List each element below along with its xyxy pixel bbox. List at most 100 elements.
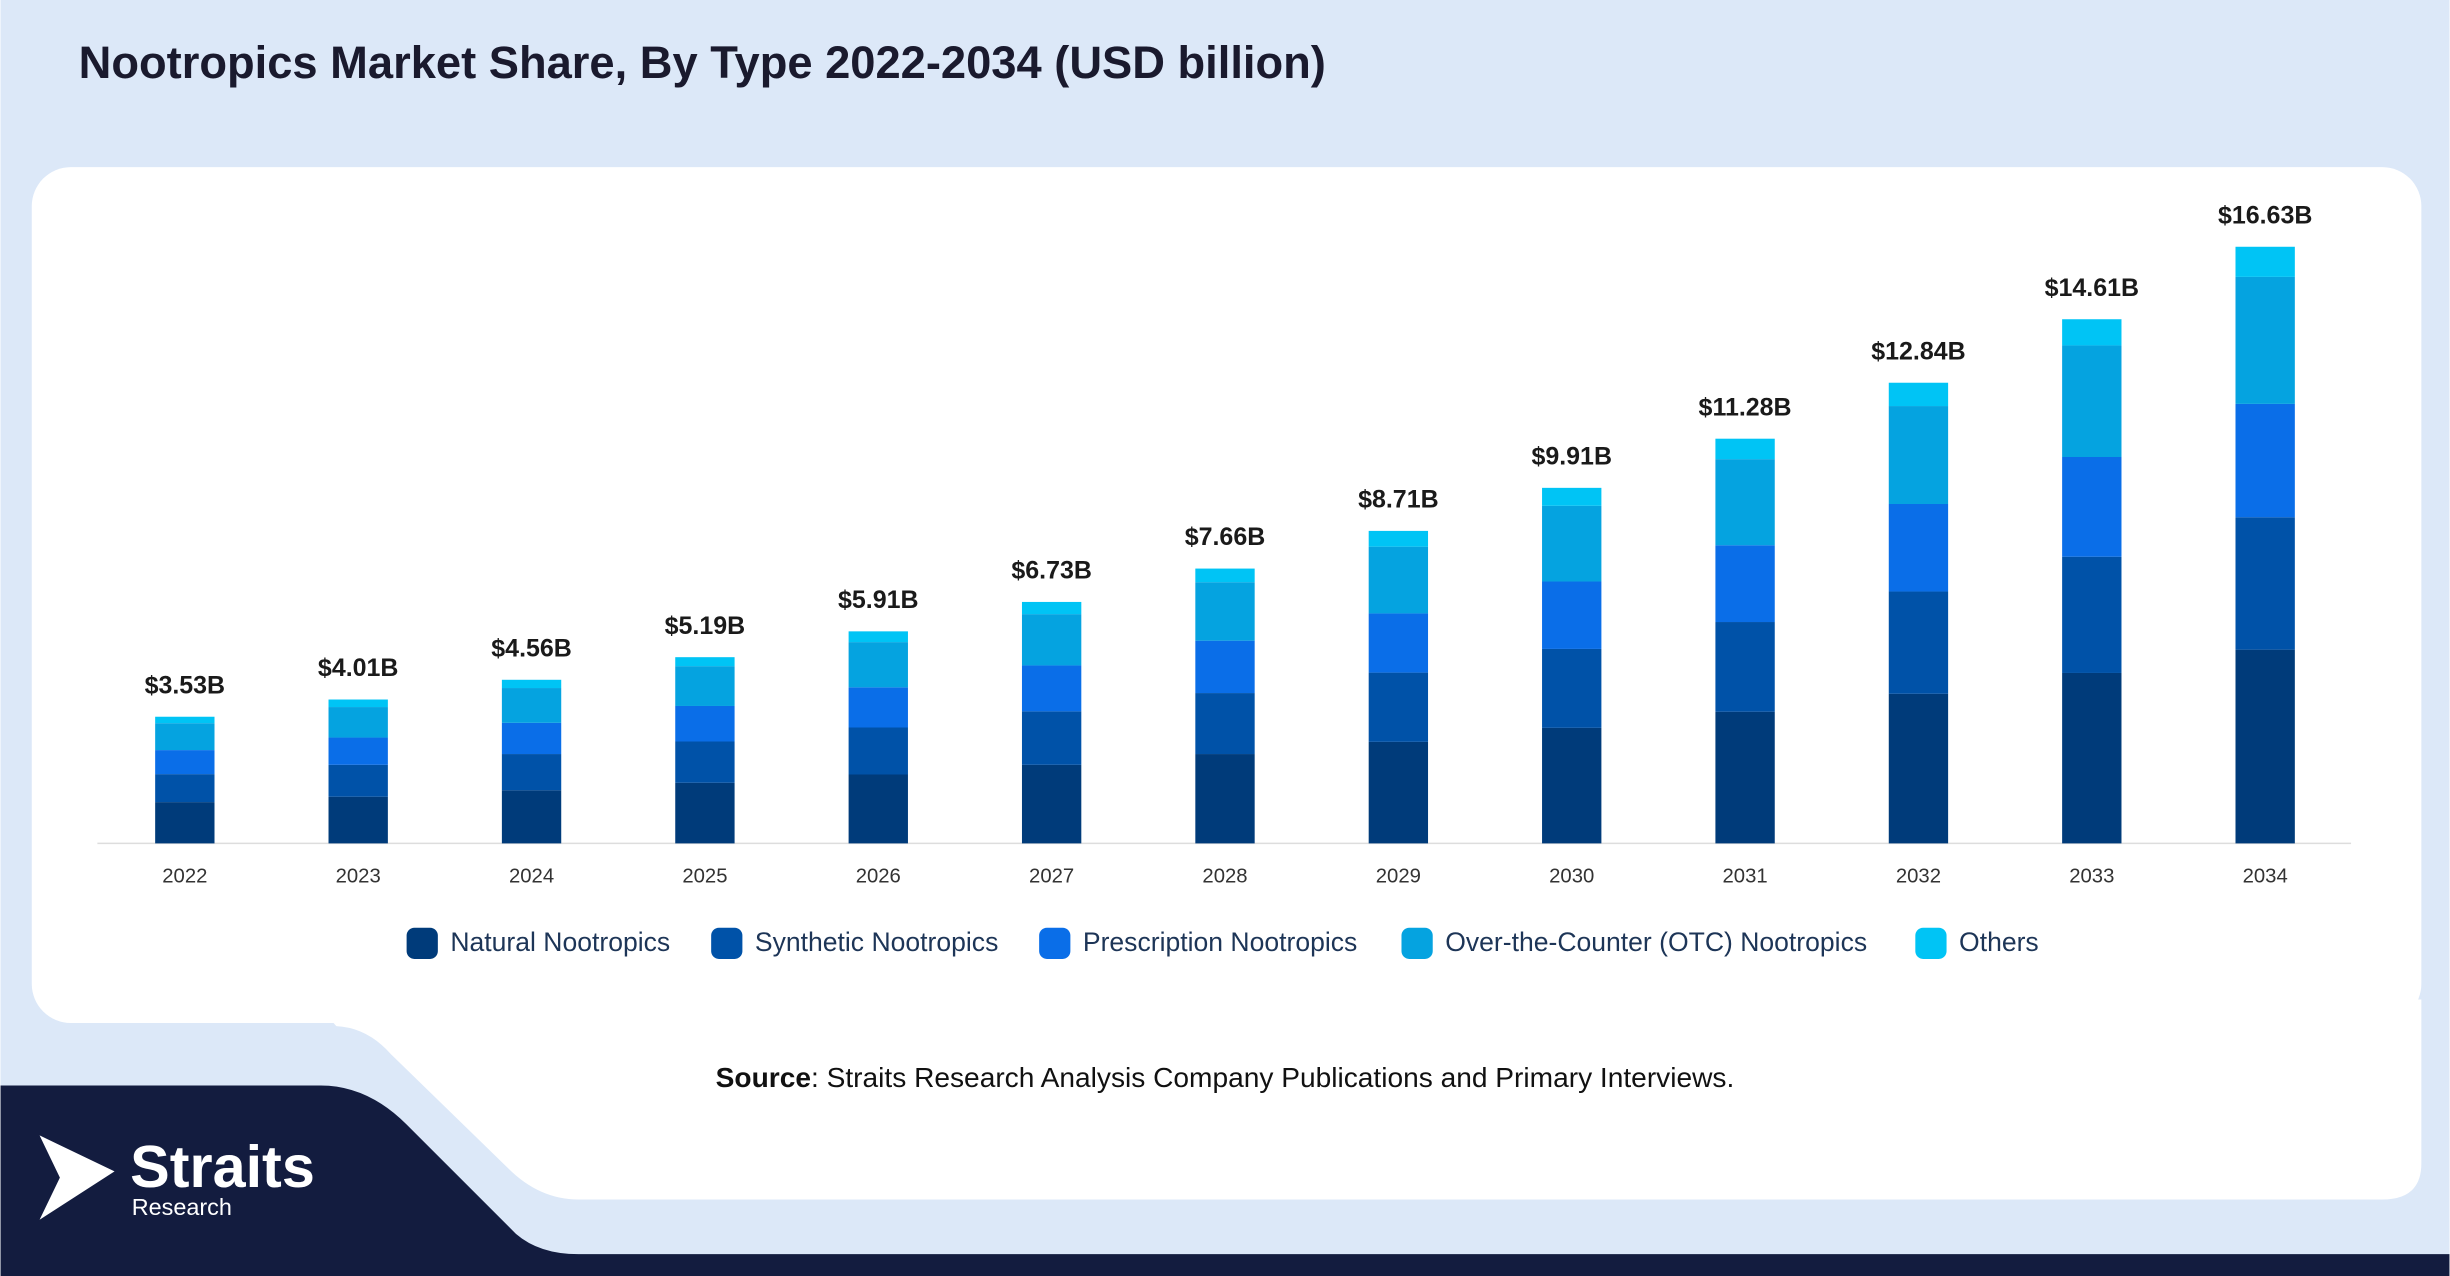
bar-segment	[328, 707, 388, 738]
bar-segment	[2062, 319, 2122, 346]
legend-swatch	[406, 927, 438, 959]
bar-segment	[1195, 754, 1255, 844]
bar-segment	[1368, 741, 1429, 844]
x-tick-label: 2030	[1549, 865, 1594, 887]
legend-label: Over-the-Counter (OTC) Nootropics	[1445, 927, 1867, 957]
bar-segment	[1195, 582, 1255, 641]
x-tick-label: 2028	[1202, 865, 1247, 887]
bar-segment	[848, 727, 908, 775]
total-label: $12.84B	[1871, 337, 1965, 365]
bar-segment	[155, 774, 215, 803]
x-tick-label: 2033	[2069, 865, 2114, 887]
bar-segment	[848, 774, 908, 844]
legend-label: Prescription Nootropics	[1083, 927, 1357, 957]
bar-segment	[848, 687, 908, 728]
footer-band	[0, 1085, 2450, 1276]
chart-title: Nootropics Market Share, By Type 2022-20…	[79, 37, 1326, 88]
total-label: $14.61B	[2045, 274, 2139, 302]
bar-segment	[1542, 648, 1602, 728]
bar-segment	[2062, 345, 2122, 457]
legend-label: Natural Nootropics	[450, 927, 670, 957]
bar-segment	[328, 699, 388, 708]
bar-segment	[1888, 382, 1949, 407]
total-label: $4.56B	[491, 634, 572, 662]
bar-segment	[501, 679, 562, 689]
x-tick-label: 2027	[1029, 865, 1074, 887]
x-tick-label: 2022	[162, 865, 207, 887]
logo-name: Straits	[130, 1133, 315, 1200]
bar-segment	[1195, 693, 1255, 755]
bar-segment	[1715, 459, 1775, 546]
bar-segment	[1542, 505, 1602, 582]
bar-segment	[1021, 764, 1082, 844]
source-label: Source	[716, 1062, 811, 1093]
bar-segment	[2235, 649, 2295, 844]
bar-segment	[1368, 613, 1429, 673]
source-text: : Straits Research Analysis Company Publ…	[811, 1062, 1734, 1093]
total-label: $3.53B	[145, 671, 226, 699]
bar-segment	[1542, 581, 1602, 649]
bar-segment	[2062, 672, 2122, 844]
bar-segment	[675, 657, 735, 667]
bar-segment	[1021, 614, 1082, 666]
bar-segment	[1715, 438, 1775, 460]
x-tick-label: 2023	[336, 865, 381, 887]
bar-segment	[2235, 517, 2295, 650]
bar-segment	[1195, 640, 1255, 694]
bar-segment	[328, 764, 388, 797]
total-label: $7.66B	[1185, 523, 1266, 551]
bar-segment	[1021, 665, 1082, 712]
bar-segment	[501, 722, 562, 755]
bar-segment	[1888, 406, 1949, 504]
legend-swatch	[1915, 927, 1947, 959]
x-tick-label: 2034	[2243, 865, 2288, 887]
legend-swatch	[711, 927, 743, 959]
bar-segment	[848, 642, 908, 688]
bar-segment	[1368, 546, 1429, 614]
total-label: $16.63B	[2218, 201, 2312, 229]
bar-segment	[2235, 403, 2295, 518]
bar-segment	[1715, 622, 1775, 712]
card-lower	[312, 999, 2422, 1200]
legend-swatch	[1401, 927, 1433, 959]
bar-segment	[328, 796, 388, 844]
bar-segment	[2235, 276, 2295, 404]
bar-segment	[501, 688, 562, 723]
total-label: $9.91B	[1531, 442, 1612, 470]
x-tick-label: 2032	[1896, 865, 1941, 887]
bar-segment	[1715, 711, 1775, 844]
x-tick-label: 2024	[509, 865, 554, 887]
bar-segment	[501, 790, 562, 844]
total-label: $4.01B	[318, 654, 399, 682]
bar-segment	[848, 631, 908, 643]
bar-segment	[155, 723, 215, 751]
total-label: $8.71B	[1358, 485, 1439, 513]
legend-label: Synthetic Nootropics	[755, 927, 998, 957]
legend-label: Others	[1959, 927, 2039, 957]
x-tick-label: 2029	[1376, 865, 1421, 887]
bar-segment	[2062, 456, 2122, 557]
x-tick-label: 2031	[1723, 865, 1768, 887]
x-tick-label: 2026	[856, 865, 901, 887]
total-label: $5.91B	[838, 586, 919, 614]
bar-segment	[675, 782, 735, 844]
bar-segment	[1195, 568, 1255, 583]
bar-segment	[1715, 545, 1775, 623]
logo-sub: Research	[132, 1194, 232, 1220]
bar-segment	[155, 716, 215, 724]
bar-segment	[1368, 530, 1429, 547]
bar-segment	[2235, 246, 2295, 277]
bar-segment	[675, 705, 735, 742]
bar-segment	[1542, 727, 1602, 844]
total-label: $5.19B	[665, 612, 746, 640]
legend-swatch	[1039, 927, 1071, 959]
total-label: $11.28B	[1699, 393, 1792, 421]
total-label: $6.73B	[1011, 557, 1092, 585]
bar-segment	[675, 741, 735, 783]
bar-segment	[328, 737, 388, 765]
bar-segment	[675, 666, 735, 706]
bar-segment	[1021, 711, 1082, 765]
bar-segment	[501, 754, 562, 791]
